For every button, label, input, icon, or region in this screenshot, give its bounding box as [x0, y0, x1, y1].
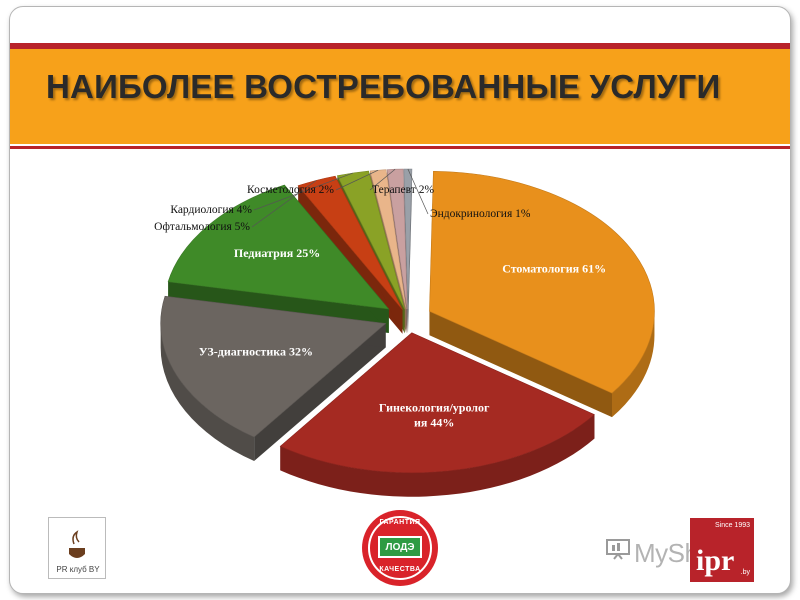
presentation-icon [606, 539, 630, 560]
pie-slice-rim [280, 414, 595, 497]
slice-label: Кардиология 4% [170, 204, 252, 216]
slice-label: Гинекология/уролог [379, 400, 490, 414]
slice-label: Педиатрия 25% [234, 246, 320, 260]
pie-slice-rim [160, 323, 255, 462]
slice-label: ия 44% [414, 415, 454, 429]
pr-club-logo-text: PR клуб BY [56, 565, 100, 574]
ipr-domain-text: .by [740, 569, 750, 576]
leader-line [251, 180, 317, 228]
quality-seal: ГАРАНТИЯ ЛОДЭ КАЧЕСТВА [362, 510, 438, 586]
pie-slice [279, 332, 595, 497]
header-top-stripe [10, 43, 790, 49]
pie-slice [429, 171, 655, 418]
seal-cross: ЛОДЭ [378, 536, 422, 558]
pie-slice-top [429, 171, 655, 394]
leader-line [253, 172, 353, 211]
seal-mid-text: ЛОДЭ [385, 542, 415, 553]
pie-slice-top [403, 168, 413, 310]
slice-label: Офтальмология 5% [154, 221, 250, 233]
pie-slice-top [160, 295, 387, 438]
slice-label: УЗ-диагностика 32% [199, 344, 313, 358]
slice-label: Стоматология 61% [502, 261, 606, 275]
slice-label: Косметология 2% [247, 184, 334, 196]
leader-line [335, 169, 379, 191]
pie-slice-top [369, 169, 407, 310]
header-bottom-stripe [10, 146, 790, 149]
pie-slice-wall [429, 311, 613, 418]
slide-title: НАИБОЛЕЕ ВОСТРЕБОВАННЫЕ УСЛУГИ [46, 68, 721, 105]
leader-line [369, 168, 396, 191]
pie-slice-rim [612, 311, 655, 418]
ipr-logo: Since 1993 ipr .by [690, 518, 754, 582]
pie-slice-wall [254, 323, 386, 462]
pie-slice-top [279, 332, 595, 473]
ipr-since-text: Since 1993 [714, 522, 750, 529]
seal-top-text: ГАРАНТИЯ [379, 519, 421, 526]
ipr-name-text: ipr [696, 544, 735, 577]
slice-label: Терапевт 2% [372, 184, 434, 196]
pie-slice [160, 295, 387, 462]
slice-label: Эндокринология 1% [430, 208, 531, 220]
pie-slice-top [336, 170, 405, 310]
pie-slice-top [386, 168, 408, 310]
coffee-cup-icon [69, 530, 85, 558]
pie-slice-top [167, 184, 390, 310]
seal-bottom-text: КАЧЕСТВА [379, 566, 421, 573]
pr-club-logo: PR клуб BY [48, 517, 106, 579]
pie-slice-top [297, 175, 403, 310]
leader-line [407, 168, 429, 215]
header-band [10, 49, 790, 144]
seal-ring [368, 516, 432, 580]
